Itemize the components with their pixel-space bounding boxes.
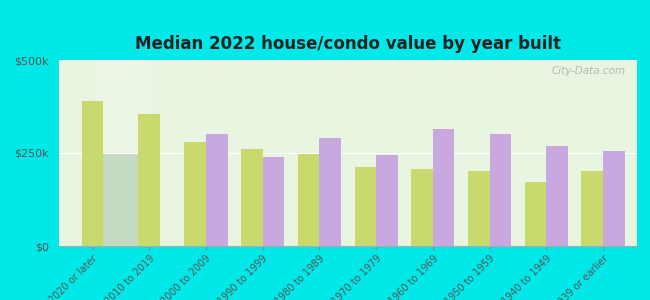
Bar <box>263 157 284 246</box>
Bar <box>354 167 376 246</box>
Title: Median 2022 house/condo value by year built: Median 2022 house/condo value by year bu… <box>135 35 561 53</box>
Bar <box>319 138 341 246</box>
Bar <box>581 171 603 246</box>
Bar <box>468 171 489 246</box>
Bar <box>206 134 228 246</box>
Bar <box>411 169 433 246</box>
Bar <box>546 146 568 246</box>
Bar <box>489 134 511 246</box>
Bar <box>138 114 160 246</box>
Bar <box>376 155 398 246</box>
Bar <box>241 148 263 246</box>
Text: City-Data.com: City-Data.com <box>551 66 625 76</box>
Bar <box>298 154 319 246</box>
Bar <box>525 182 546 246</box>
Bar <box>82 101 103 246</box>
Bar <box>185 142 206 246</box>
Bar <box>433 129 454 246</box>
Bar <box>603 151 625 246</box>
